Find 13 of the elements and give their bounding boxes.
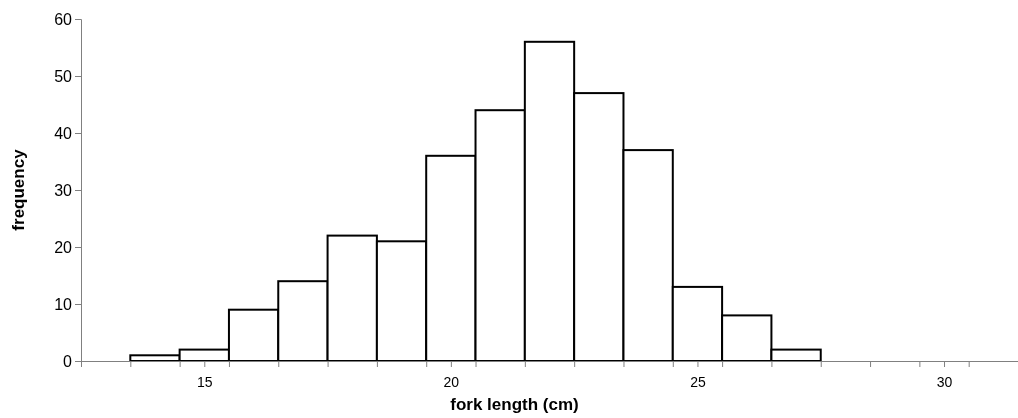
- y-tick-label: 50: [54, 67, 73, 85]
- y-tick-label: 40: [54, 124, 73, 142]
- x-tick-label: 20: [443, 373, 460, 390]
- y-axis-title: frequency: [9, 148, 28, 231]
- y-tick-label: 0: [63, 352, 73, 370]
- x-tick-label: 25: [690, 373, 706, 390]
- x-tick-label: 15: [197, 373, 213, 390]
- y-tick-label: 60: [54, 10, 73, 28]
- y-tick-label: 30: [54, 181, 73, 199]
- y-tick-label: 20: [54, 238, 73, 256]
- x-axis-title: fork length (cm): [450, 395, 579, 414]
- y-tick-label: 10: [54, 295, 73, 313]
- x-tick-label: 30: [936, 373, 953, 390]
